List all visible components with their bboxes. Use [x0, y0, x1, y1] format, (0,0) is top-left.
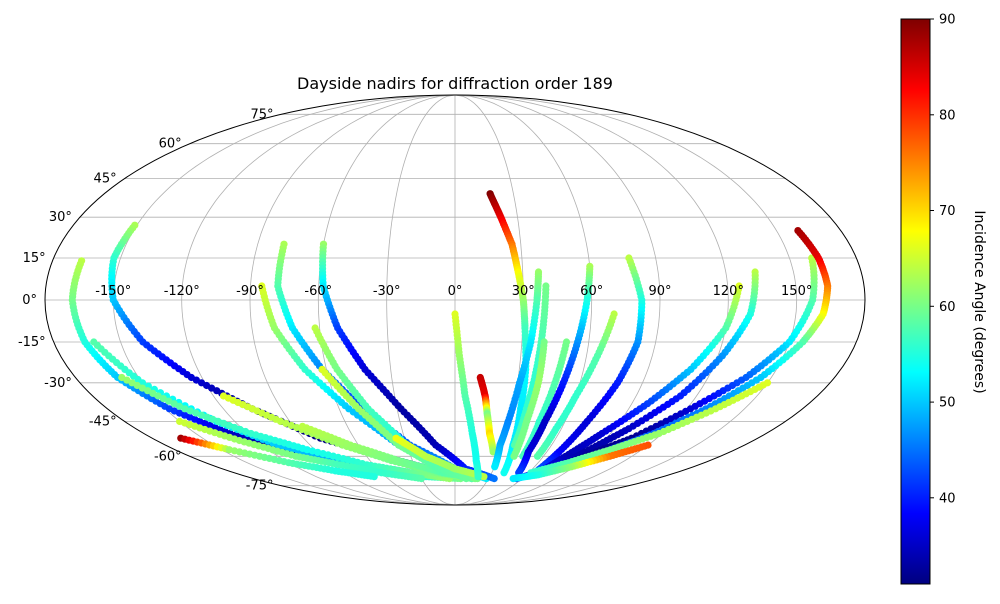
latitude-tick-label: 30° — [49, 210, 72, 225]
latitude-tick-label: -60° — [154, 449, 182, 464]
colorbar-tick-label: 60 — [939, 300, 956, 315]
longitude-tick-label: 90° — [648, 284, 671, 299]
data-point — [225, 421, 233, 430]
latitude-tick-labels: 75° 60° 45° 30° 15° 0° -15° -30° -45° -60° -75° — [18, 107, 274, 493]
data-point — [474, 473, 482, 481]
longitude-tick-label: 0° — [448, 284, 463, 299]
latitude-tick-label: 15° — [23, 251, 46, 266]
data-points — [68, 190, 832, 483]
longitude-tick-label: 150° — [781, 284, 812, 299]
longitude-tick-label: -90° — [236, 284, 264, 299]
data-point — [510, 452, 518, 460]
data-point — [138, 379, 147, 387]
colorbar-tick-label: 50 — [939, 396, 956, 411]
latitude-tick-label: 0° — [22, 293, 37, 308]
colorbar-ticks: 40 50 60 70 80 90 — [930, 13, 956, 506]
data-point — [203, 413, 211, 421]
latitude-tick-label: -45° — [89, 414, 117, 429]
longitude-tick-label: 120° — [713, 284, 744, 299]
colorbar-label: Incidence Angle (degrees) — [971, 210, 987, 393]
data-point — [417, 475, 425, 483]
longitude-tick-label: -150° — [95, 284, 131, 299]
data-point — [214, 417, 222, 425]
longitude-tick-label: 60° — [580, 284, 603, 299]
data-point — [509, 475, 517, 483]
longitude-tick-label: -60° — [304, 284, 332, 299]
data-point — [165, 397, 173, 405]
data-point — [370, 473, 378, 481]
data-point — [277, 417, 285, 425]
colorbar-tick-label: 90 — [939, 13, 956, 28]
data-point — [192, 409, 200, 417]
map-border — [44, 94, 866, 506]
data-point — [144, 387, 152, 395]
colorbar-tick-label: 80 — [939, 108, 956, 123]
longitude-tick-label: -120° — [164, 284, 200, 299]
graticule — [45, 94, 865, 506]
latitude-tick-label: 45° — [94, 172, 117, 187]
data-point — [175, 402, 183, 410]
data-point — [533, 452, 542, 460]
data-point — [209, 415, 217, 423]
data-point — [197, 411, 206, 419]
chart-title: Dayside nadirs for diffraction order 189 — [297, 74, 613, 93]
longitude-tick-labels: -150° -120° -90° -60° -30° 0° 30° 60° 90° 120° 150… — [95, 284, 812, 299]
data-point — [220, 419, 228, 427]
latitude-tick-label: -15° — [18, 335, 46, 350]
data-point — [231, 423, 239, 432]
data-point — [462, 475, 470, 483]
longitude-tick-label: 30° — [512, 284, 535, 299]
data-point — [491, 463, 499, 471]
colorbar — [900, 18, 931, 585]
data-point — [242, 427, 250, 436]
data-point — [236, 425, 244, 434]
latitude-tick-label: 75° — [250, 107, 273, 122]
latitude-tick-label: -30° — [44, 376, 72, 391]
latitude-tick-label: -75° — [246, 479, 274, 494]
latitude-tick-label: 60° — [159, 137, 182, 152]
data-point — [303, 446, 311, 454]
data-point — [181, 405, 189, 413]
data-point — [282, 419, 290, 427]
data-point — [186, 407, 194, 415]
colorbar-tick-label: 40 — [939, 491, 956, 506]
longitude-tick-label: -30° — [373, 284, 401, 299]
data-point — [490, 475, 498, 483]
colorbar-tick-label: 70 — [939, 204, 956, 219]
data-point — [480, 473, 488, 481]
data-point — [500, 469, 508, 477]
